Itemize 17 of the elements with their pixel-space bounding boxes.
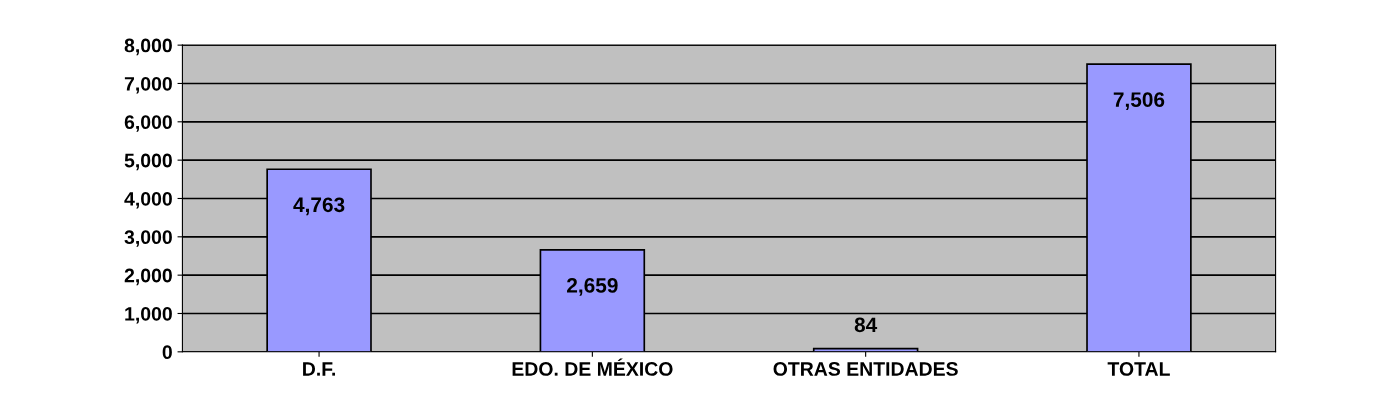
data-label: 7,506: [1113, 92, 1165, 110]
data-label: 2,659: [567, 278, 618, 296]
y-tick-label: 8,000: [124, 38, 172, 56]
x-tick-label: D.F.: [303, 362, 336, 376]
y-tick-label: 3,000: [124, 230, 172, 247]
x-tick-label: OTRAS ENTIDADES: [773, 362, 958, 376]
y-tick-label: 5,000: [124, 153, 172, 171]
x-tick-label: EDO. DE MÉXICO: [512, 358, 673, 376]
data-label: 84: [854, 317, 878, 333]
y-tick-label: 0: [162, 345, 172, 360]
y-tick-label: 4,000: [124, 191, 172, 209]
x-tick-label: TOTAL: [1107, 362, 1170, 376]
data-label: 4,763: [293, 197, 345, 216]
y-tick-label: 1,000: [125, 306, 172, 324]
y-tick-label: 6,000: [124, 115, 172, 132]
y-tick-label: 7,000: [124, 76, 172, 94]
y-tick-label: 2,000: [124, 268, 172, 286]
